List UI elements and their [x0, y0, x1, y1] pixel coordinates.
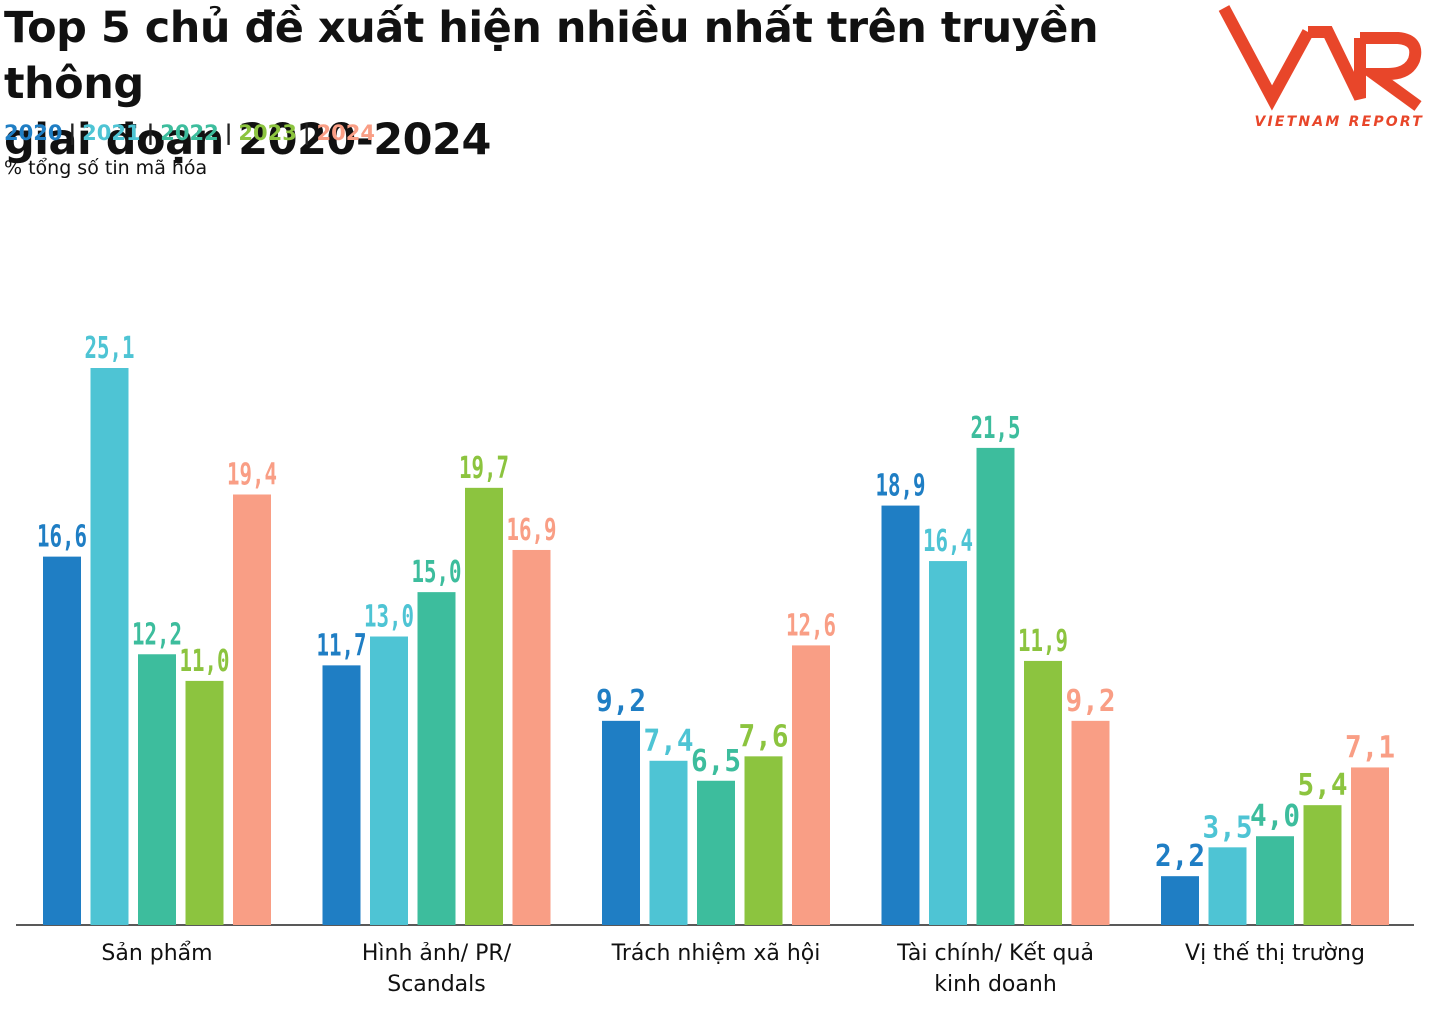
legend-item-2024: 2024: [316, 121, 375, 145]
value-label-2022-cat-1: 12,2: [132, 617, 182, 652]
category-label-line: Hình ảnh/ PR/: [362, 941, 512, 966]
legend-item-2021: 2021: [82, 121, 141, 145]
value-label-2024-cat-3: 12,6: [786, 608, 836, 643]
value-label-2024-cat-5: 7,1: [1345, 730, 1395, 765]
chart-title: Top 5 chủ đề xuất hiện nhiều nhất trên t…: [4, 0, 1204, 168]
unit-label: % tổng số tin mã hóa: [4, 157, 208, 179]
legend-item-2023: 2023: [238, 121, 297, 145]
bar-2020-cat-3: [602, 720, 640, 925]
bar-2020-cat-5: [1161, 876, 1199, 925]
bar-2024-cat-3: [792, 645, 830, 925]
bar-2022-cat-2: [417, 592, 456, 925]
category-label-1: Sản phẩm: [101, 941, 212, 966]
bar-2022-cat-3: [697, 780, 735, 925]
value-label-2022-cat-2: 15,0: [412, 555, 462, 590]
category-label-line: kinh doanh: [934, 972, 1057, 997]
value-label-2022-cat-4: 21,5: [971, 411, 1021, 446]
value-label-2024-cat-4: 9,2: [1066, 684, 1116, 719]
category-label-4: Tài chính/ Kết quả kinh doanh: [896, 941, 1094, 997]
value-labels-group: 16,6 25,1 12,211,0 19,4 11,713,0 15,0 19,7 16,9…: [37, 331, 1395, 874]
value-label-2024-cat-2: 16,9: [507, 513, 557, 548]
bars-group: [43, 368, 1389, 925]
value-label-2023-cat-3: 7,6: [739, 719, 789, 754]
bar-2024-cat-5: [1351, 767, 1389, 925]
category-label-line: Vị thế thị trường: [1185, 941, 1365, 966]
bar-2021-cat-3: [649, 760, 688, 925]
legend-separator: |: [146, 121, 155, 145]
bar-2022-cat-1: [138, 654, 176, 925]
vnr-logo-text: VIETNAM REPORT: [1254, 114, 1424, 130]
category-label-3: Trách nhiệm xã hội: [611, 941, 821, 966]
bar-2023-cat-5: [1303, 805, 1342, 925]
bar-2024-cat-1: [233, 494, 271, 925]
value-label-2023-cat-4: 11,9: [1018, 624, 1068, 659]
value-label-2024-cat-1: 19,4: [227, 457, 277, 492]
bar-2024-cat-2: [512, 549, 551, 925]
value-label-2020-cat-1: 16,6: [37, 520, 87, 555]
category-label-line: Tài chính/ Kết quả: [896, 941, 1094, 966]
value-label-2022-cat-5: 4,0: [1250, 799, 1300, 834]
bar-2020-cat-1: [43, 556, 81, 925]
value-label-2020-cat-5: 2,2: [1155, 839, 1205, 874]
bar-2021-cat-1: [90, 368, 129, 925]
value-label-2020-cat-4: 18,9: [876, 469, 926, 504]
value-label-2023-cat-5: 5,4: [1298, 768, 1348, 803]
bar-2024-cat-4: [1071, 720, 1110, 925]
bar-2021-cat-5: [1208, 847, 1247, 925]
value-label-2021-cat-2: 13,0: [364, 600, 414, 635]
value-label-2023-cat-2: 19,7: [459, 451, 509, 486]
value-label-2021-cat-4: 16,4: [923, 524, 973, 559]
value-label-2021-cat-5: 3,5: [1203, 810, 1253, 845]
vnr-logo-mark: [1218, 5, 1422, 111]
vnr-logo: VIETNAM REPORT: [1218, 5, 1424, 130]
chart-title-line-1: Top 5 chủ đề xuất hiện nhiều nhất trên t…: [4, 3, 1099, 109]
legend-item-2020: 2020: [4, 121, 63, 145]
category-label-line: Scandals: [387, 972, 486, 997]
legend: 2020 | 2021 | 2022 | 2023 | 2024: [4, 120, 375, 146]
value-label-2023-cat-1: 11,0: [180, 644, 230, 679]
bar-2020-cat-4: [881, 505, 920, 925]
value-label-2021-cat-3: 7,4: [644, 724, 694, 759]
bar-2022-cat-5: [1256, 836, 1294, 925]
legend-separator: |: [68, 121, 77, 145]
bar-2023-cat-4: [1024, 660, 1062, 925]
category-labels-group: Sản phẩm Hình ảnh/ PR/Scandals Trách nhiệm…: [101, 941, 1365, 997]
legend-separator: |: [302, 121, 311, 145]
bar-2022-cat-4: [976, 447, 1015, 925]
legend-item-2022: 2022: [160, 121, 219, 145]
bar-2023-cat-2: [465, 487, 503, 925]
value-label-2022-cat-3: 6,5: [691, 744, 741, 779]
bar-2020-cat-2: [322, 665, 361, 925]
category-label-line: Sản phẩm: [101, 941, 212, 966]
chart-title-line-2: giai đoạn 2020-2024: [4, 115, 491, 165]
bar-2021-cat-2: [370, 636, 408, 925]
legend-separator: |: [224, 121, 233, 145]
category-label-5: Vị thế thị trường: [1185, 941, 1365, 966]
value-label-2020-cat-2: 11,7: [317, 628, 367, 663]
bar-2021-cat-4: [929, 561, 967, 925]
value-label-2021-cat-1: 25,1: [85, 331, 135, 366]
bar-2023-cat-1: [185, 680, 224, 925]
value-label-2020-cat-3: 9,2: [596, 684, 646, 719]
bar-2023-cat-3: [744, 756, 783, 925]
category-label-2: Hình ảnh/ PR/Scandals: [362, 941, 512, 997]
category-label-line: Trách nhiệm xã hội: [611, 941, 821, 966]
